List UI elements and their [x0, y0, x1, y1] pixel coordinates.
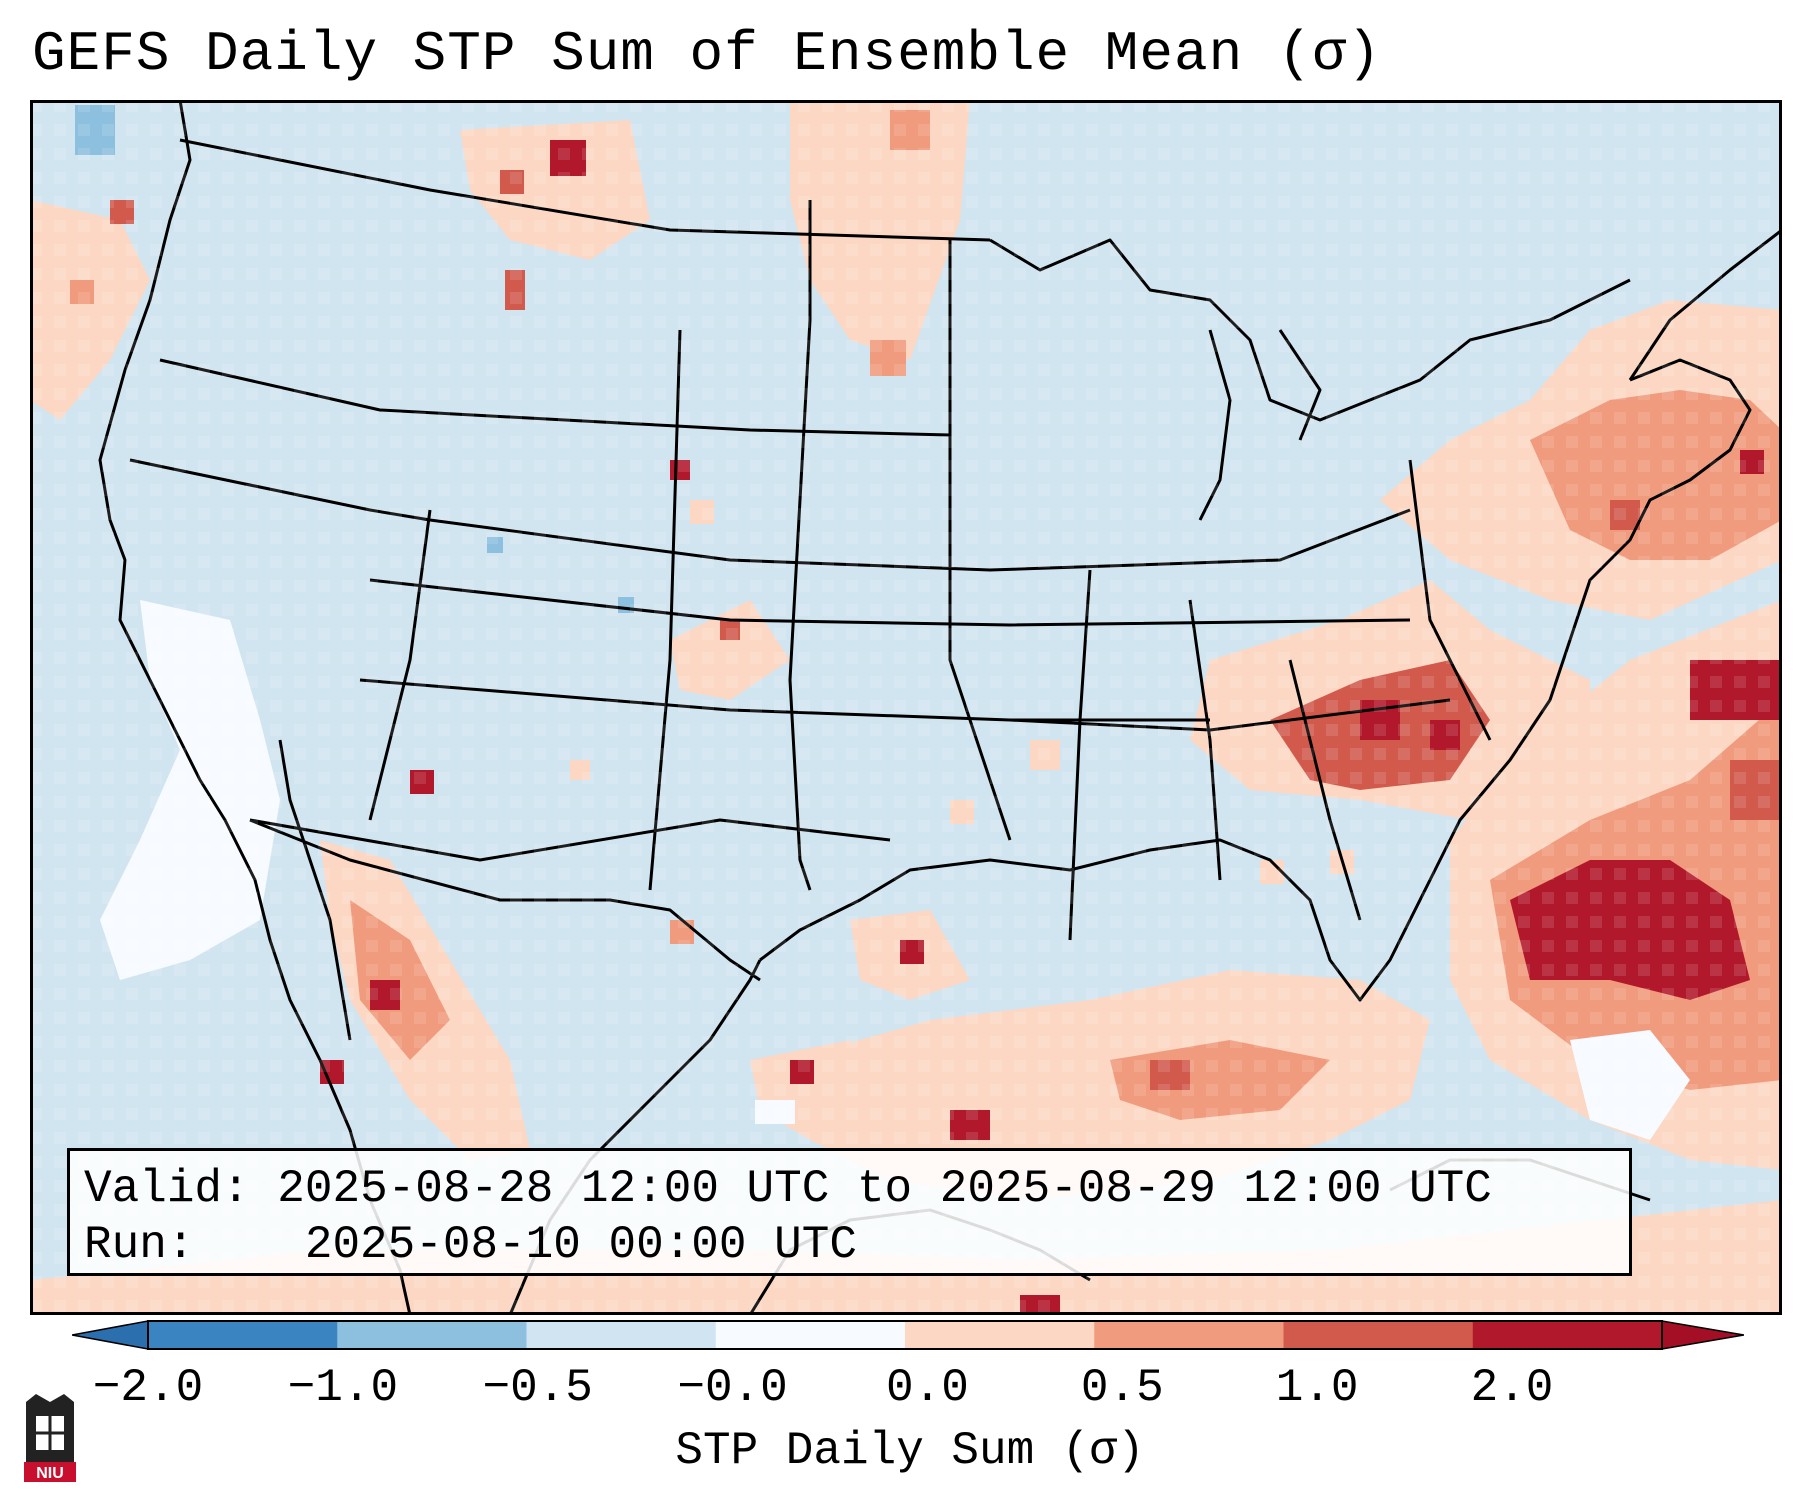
colorbar-tick-label: 1.0: [1275, 1362, 1359, 1414]
colorbar-extend-high: [1661, 1320, 1744, 1350]
chart-title: GEFS Daily STP Sum of Ensemble Mean (σ): [32, 22, 1382, 86]
colorbar: [72, 1320, 1744, 1350]
colorbar-tick-label: 2.0: [1470, 1362, 1554, 1414]
valid-run-box: Valid: 2025-08-28 12:00 UTC to 2025-08-2…: [67, 1148, 1632, 1276]
colorbar-segment: [1472, 1321, 1663, 1349]
colorbar-segment: [1094, 1321, 1284, 1349]
map-border: [30, 100, 1782, 1315]
run-value: 2025-08-10 00:00 UTC: [304, 1219, 857, 1271]
map-canvas[interactable]: [30, 100, 1782, 1315]
colorbar-segment: [715, 1321, 906, 1349]
colorbar-extend-low: [72, 1320, 149, 1350]
colorbar-segment: [337, 1321, 527, 1349]
logo-banner: [24, 1462, 76, 1482]
colorbar-tick-label: −0.5: [482, 1362, 593, 1414]
colorbar-segment: [905, 1321, 1095, 1349]
valid-value: 2025-08-28 12:00 UTC to 2025-08-29 12:00…: [277, 1163, 1492, 1215]
colorbar-tick-label: 0.0: [886, 1362, 969, 1414]
run-label: Run:: [84, 1219, 195, 1271]
niu-logo: NIU: [24, 1394, 76, 1482]
colorbar-segment: [1283, 1321, 1474, 1349]
colorbar-segments: [148, 1321, 1663, 1349]
colorbar-outline: [147, 1320, 1663, 1350]
colorbar-label: STP Daily Sum (σ): [675, 1425, 1145, 1477]
map-texture: [30, 100, 1782, 1315]
valid-label: Valid:: [84, 1163, 250, 1215]
colorbar-tick-label: −2.0: [92, 1362, 204, 1414]
colorbar-segment: [148, 1321, 338, 1349]
logo-text: NIU: [36, 1465, 64, 1482]
colorbar-tick-label: −0.0: [677, 1362, 788, 1414]
map-panel[interactable]: [30, 100, 1782, 1315]
colorbar-tick-label: 0.5: [1080, 1362, 1164, 1414]
colorbar-segment: [526, 1321, 717, 1349]
colorbar-tick-label: −1.0: [287, 1362, 399, 1414]
